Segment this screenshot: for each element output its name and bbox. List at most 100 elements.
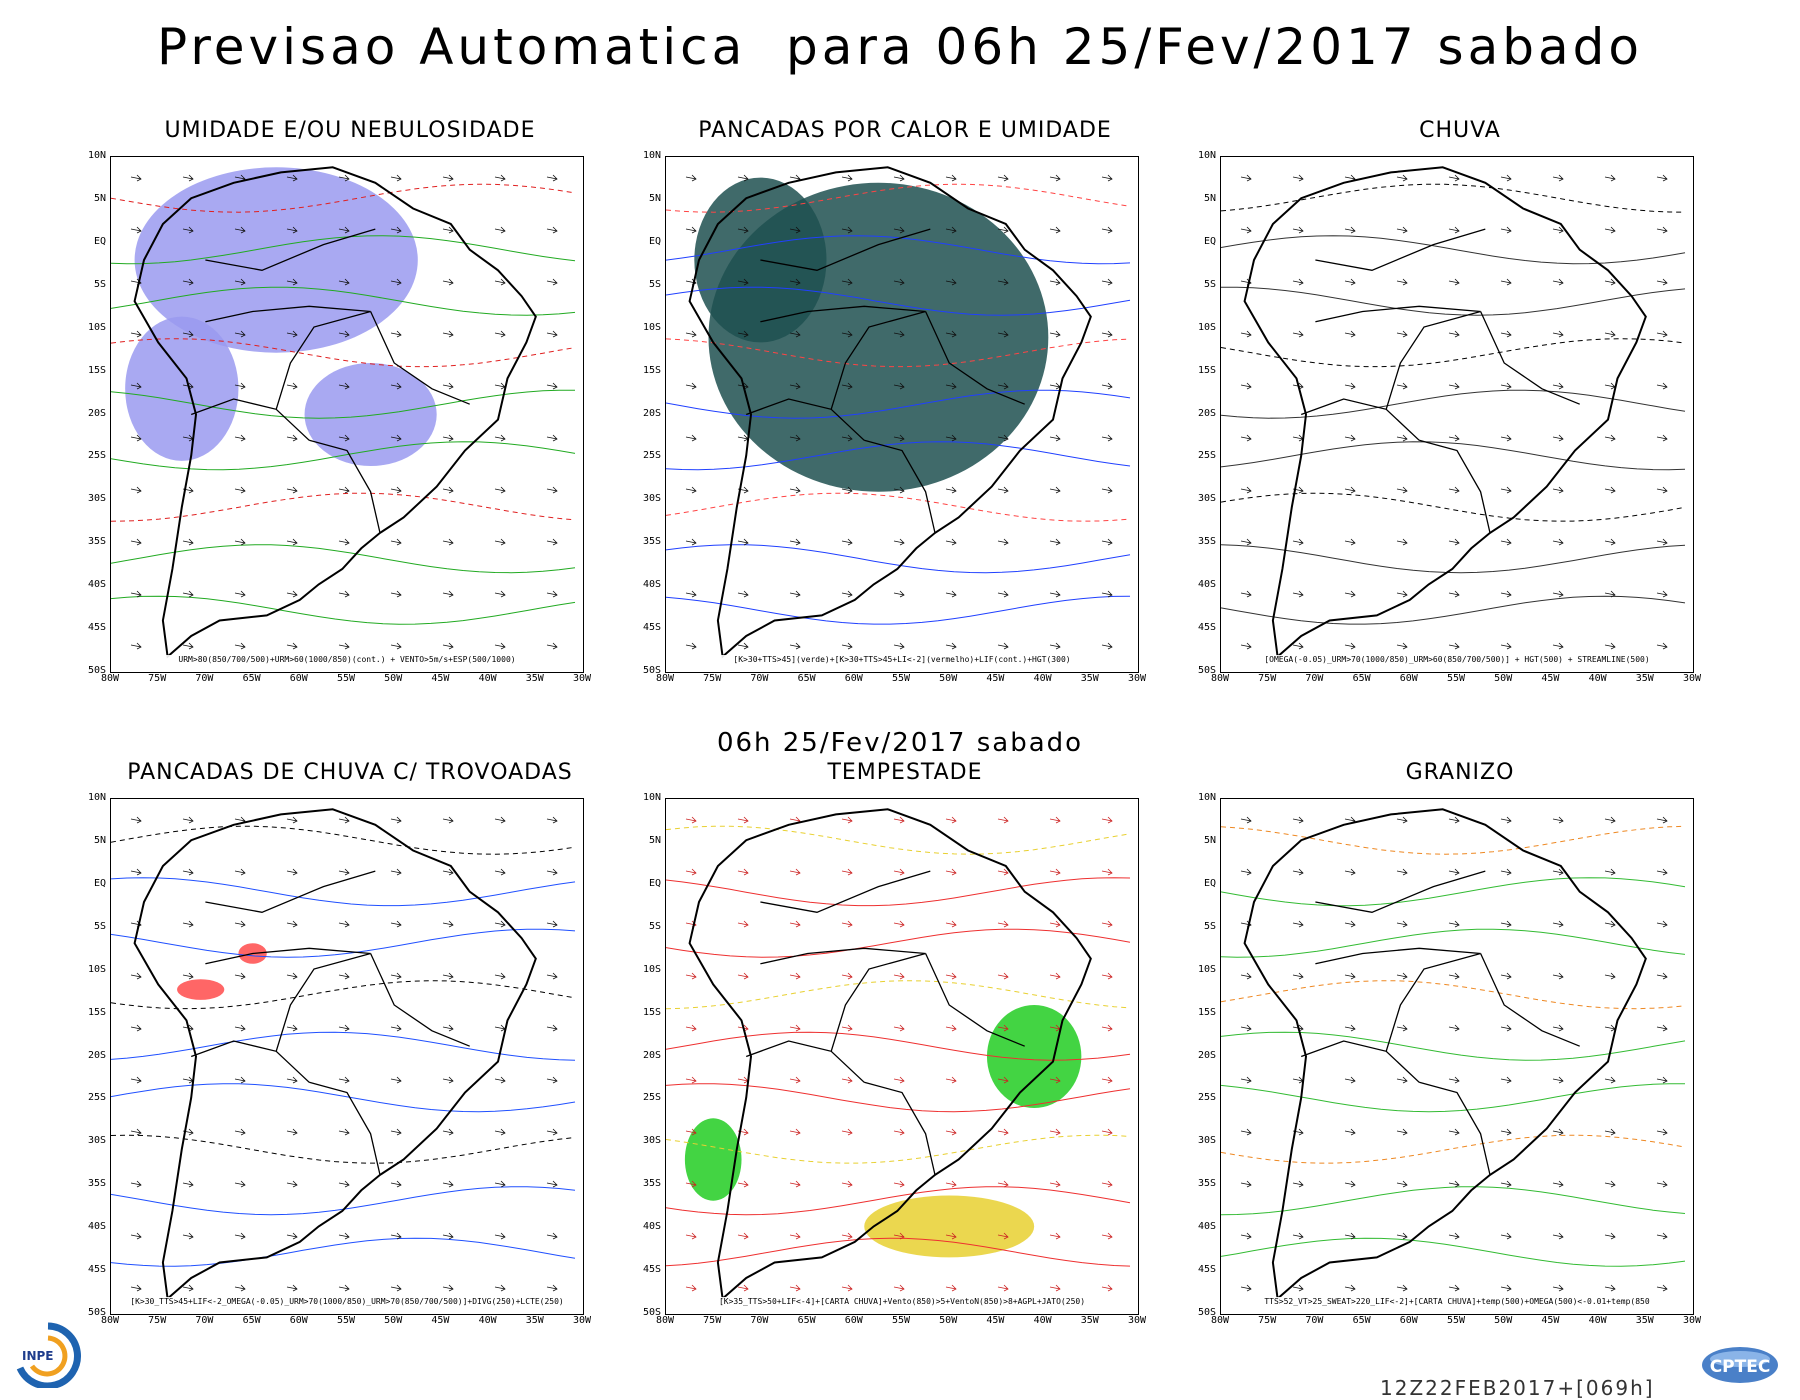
wind-arrow — [997, 382, 1009, 390]
wind-arrow — [286, 920, 298, 928]
map-graphic — [111, 166, 576, 659]
wind-arrow — [997, 972, 1009, 980]
contour-line — [111, 286, 576, 316]
contour-line — [1221, 235, 1686, 265]
panel-caption: [K>30+TTS>45](verde)+[K>30+TTS>45+LI<-2]… — [666, 655, 1138, 664]
wind-arrow — [1049, 642, 1061, 650]
contour-line — [666, 286, 1131, 316]
wind-arrow — [494, 226, 506, 234]
latitude-tick-label: EQ — [648, 235, 661, 247]
wind-arrow — [685, 1232, 697, 1240]
shaded-region — [864, 1195, 1035, 1258]
wind-arrow — [1101, 590, 1113, 598]
map-plot-area: URM>80(850/700/500)+URM>60(1000/850)(con… — [110, 156, 584, 673]
contour-line — [666, 183, 1131, 213]
wind-arrow — [737, 590, 749, 598]
map-plot-area: TTS>52_VT>25_SWEAT>220_LIF<-2]+[CARTA CH… — [1220, 798, 1694, 1315]
wind-arrow — [789, 1284, 801, 1292]
wind-arrow — [182, 278, 194, 286]
country-border — [1300, 398, 1420, 441]
country-border — [1300, 1040, 1420, 1083]
wind-arrow — [546, 1232, 558, 1240]
wind-arrow — [546, 1076, 558, 1084]
wind-arrow — [685, 1024, 697, 1032]
wind-arrow — [1396, 816, 1408, 824]
wind-arrow — [997, 1284, 1009, 1292]
wind-arrow — [893, 1284, 905, 1292]
latitude-tick-label: 50S — [1197, 665, 1216, 676]
panel-caption: [K>35_TTS>50+LIF<-4]+[CARTA CHUVA]+Vento… — [666, 1297, 1138, 1306]
wind-arrow — [1292, 972, 1304, 980]
wind-arrow — [893, 920, 905, 928]
latitude-tick-label: 15S — [642, 1006, 661, 1018]
wind-arrow — [1344, 972, 1356, 980]
wind-arrow — [685, 174, 697, 182]
wind-arrow — [1344, 330, 1356, 338]
wind-arrow — [1101, 1128, 1113, 1136]
wind-arrow — [1049, 538, 1061, 546]
wind-arrow — [1344, 642, 1356, 650]
wind-arrow — [234, 1180, 246, 1188]
wind-arrow — [234, 920, 246, 928]
latitude-tick-label: 15S — [1197, 364, 1216, 376]
contour-line — [111, 235, 576, 265]
latitude-tick-label: 50S — [642, 1307, 661, 1318]
wind-arrow — [234, 486, 246, 494]
latitude-tick-label: 20S — [642, 407, 661, 419]
wind-arrow — [685, 1180, 697, 1188]
latitude-tick-label: EQ — [1203, 877, 1216, 889]
wind-arrow — [1656, 972, 1668, 980]
wind-arrow — [494, 590, 506, 598]
contour-line — [1221, 980, 1686, 1010]
wind-arrow — [130, 1128, 142, 1136]
latitude-tick-label: 5S — [93, 920, 106, 932]
wind-arrow — [1552, 642, 1564, 650]
contour-line — [1221, 1186, 1686, 1216]
wind-arrow — [286, 642, 298, 650]
wind-arrow — [1049, 590, 1061, 598]
wind-arrow — [546, 868, 558, 876]
south-america-coastline — [688, 808, 1092, 1301]
country-border — [309, 439, 381, 534]
wind-arrow — [182, 590, 194, 598]
contour-line — [1221, 595, 1686, 625]
wind-arrow — [1500, 816, 1512, 824]
wind-arrow — [841, 920, 853, 928]
country-border — [1480, 953, 1580, 1047]
wind-arrow — [1656, 1024, 1668, 1032]
wind-arrow — [546, 278, 558, 286]
wind-arrow — [1240, 330, 1252, 338]
country-border — [190, 398, 310, 441]
wind-arrow — [286, 434, 298, 442]
country-border — [925, 953, 1025, 1047]
page-title: Previsao Automatica para 06h 25/Fev/2017… — [157, 18, 1643, 76]
wind-arrow — [182, 1180, 194, 1188]
wind-arrow — [338, 330, 350, 338]
wind-arrow — [1292, 1284, 1304, 1292]
wind-arrow — [997, 174, 1009, 182]
latitude-tick-label: 45S — [642, 622, 661, 634]
country-border — [1419, 1081, 1491, 1176]
latitude-tick-label: 10S — [642, 963, 661, 975]
latitude-tick-label: 40S — [1197, 579, 1216, 591]
country-border — [760, 870, 931, 913]
longitude-tick-label: 65W — [242, 1315, 261, 1326]
wind-arrow — [1101, 330, 1113, 338]
wind-arrow — [286, 278, 298, 286]
wind-arrow — [390, 972, 402, 980]
shaded-region — [125, 316, 239, 461]
wind-arrow — [789, 1076, 801, 1084]
wind-arrow — [1500, 590, 1512, 598]
wind-arrow — [1101, 1024, 1113, 1032]
latitude-tick-label: 35S — [1197, 1178, 1216, 1190]
country-border — [1315, 228, 1486, 271]
wind-arrow — [1656, 920, 1668, 928]
wind-arrow — [286, 226, 298, 234]
map-panel-granizo: GRANIZO TTS>52_VT>25_SWEAT>220_LIF<-2]+[C… — [1140, 760, 1701, 1350]
contour-line — [666, 492, 1131, 522]
wind-arrow — [893, 486, 905, 494]
wind-arrow — [789, 1232, 801, 1240]
map-plot-area: [K>35_TTS>50+LIF<-4]+[CARTA CHUVA]+Vento… — [665, 798, 1139, 1315]
wind-arrow — [841, 434, 853, 442]
wind-arrow — [841, 868, 853, 876]
